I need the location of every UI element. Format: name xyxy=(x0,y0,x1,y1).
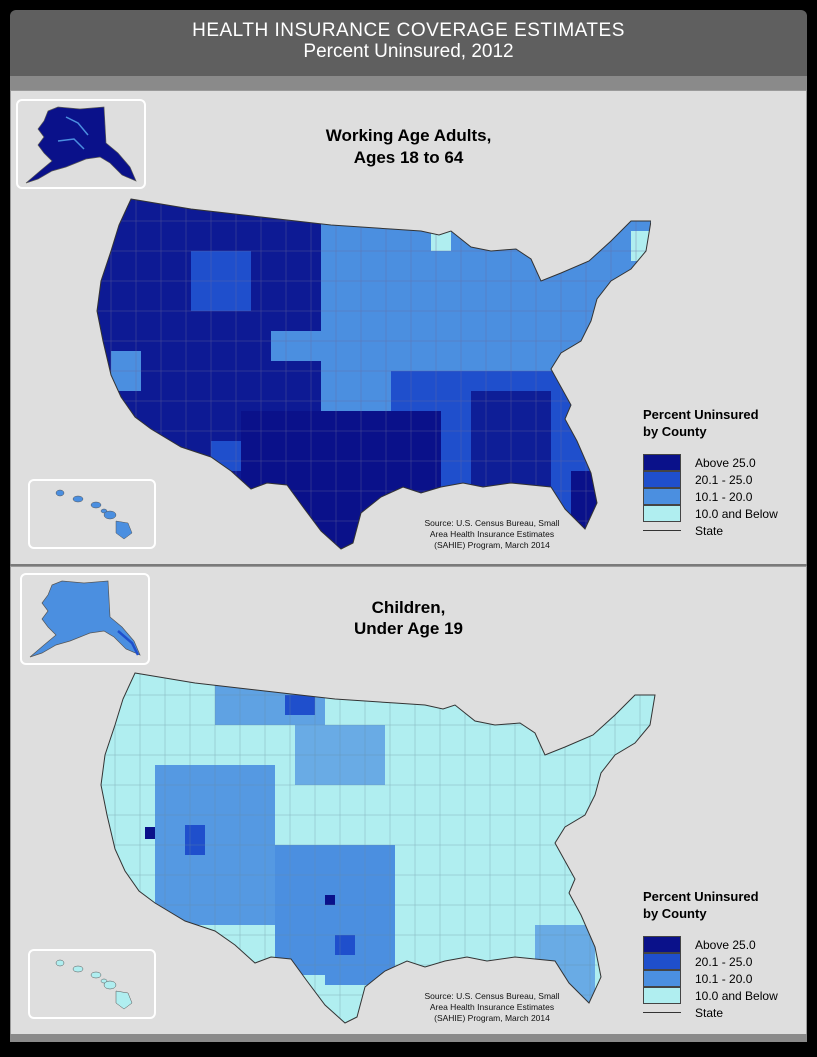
legend-items: Above 25.0 20.1 - 25.0 10.1 - 20.0 10.0 and… xyxy=(643,454,808,539)
legend-swatch xyxy=(643,471,681,488)
legend-swatch xyxy=(643,936,681,953)
alaska-map-children xyxy=(29,580,141,658)
legend-row: Above 25.0 xyxy=(643,936,808,953)
panel-divider xyxy=(10,564,807,567)
state-boundary-line xyxy=(643,530,681,531)
header-title: HEALTH INSURANCE COVERAGE ESTIMATES xyxy=(192,20,625,41)
children-source-note: Source: U.S. Census Bureau, Small Area H… xyxy=(397,991,587,1024)
legend-swatch xyxy=(643,970,681,987)
adults-source-note: Source: U.S. Census Bureau, Small Area H… xyxy=(397,518,587,551)
hawaii-islands-children xyxy=(55,959,133,1010)
legend-swatch xyxy=(643,488,681,505)
hawaii-map-adults xyxy=(55,489,133,540)
legend-row: 10.0 and Below xyxy=(643,505,808,522)
legend-label: 10.0 and Below xyxy=(695,506,778,521)
legend-swatch xyxy=(643,454,681,471)
legend-items: Above 25.0 20.1 - 25.0 10.1 - 20.0 10.0 and… xyxy=(643,936,808,1021)
hawaii-inset-children xyxy=(28,949,156,1019)
hawaii-islands-adults xyxy=(55,489,133,540)
legend-label-state: State xyxy=(695,523,724,538)
alaska-map-adults xyxy=(25,106,137,184)
adults-panel-title-2: Ages 18 to 64 xyxy=(353,148,464,167)
adults-us-map xyxy=(96,198,651,550)
legend-label: 10.0 and Below xyxy=(695,988,778,1003)
children-panel-title-2: Under Age 19 xyxy=(354,619,463,638)
legend-label: 10.1 - 20.0 xyxy=(695,489,753,504)
children-panel-title-1: Children, xyxy=(371,598,446,617)
legend-swatch xyxy=(643,953,681,970)
source-line-1: Source: U.S. Census Bureau, Small xyxy=(424,991,560,1001)
legend-row: 20.1 - 25.0 xyxy=(643,953,808,970)
legend-row-state: State xyxy=(643,522,808,539)
source-line-3: (SAHIE) Program, March 2014 xyxy=(434,1013,550,1023)
children-county-choropleth xyxy=(101,673,655,1023)
adults-map-panel: Working Age Adults, Ages 18 to 64 xyxy=(10,90,807,566)
children-us-map xyxy=(100,672,656,1024)
source-line-3: (SAHIE) Program, March 2014 xyxy=(434,540,550,550)
alaska-inset-adults xyxy=(16,99,146,189)
footer-bar xyxy=(10,1034,807,1042)
state-boundary-line xyxy=(643,1012,681,1013)
hawaii-inset-adults xyxy=(28,479,156,549)
legend-row-state: State xyxy=(643,1004,808,1021)
alaska-inset-children xyxy=(20,573,150,665)
legend-label: Above 25.0 xyxy=(695,455,756,470)
hawaii-map-children xyxy=(55,959,133,1010)
legend-label: 20.1 - 25.0 xyxy=(695,472,753,487)
adults-panel-title-1: Working Age Adults, xyxy=(325,126,492,145)
legend-label-state: State xyxy=(695,1005,724,1020)
legend-label: 10.1 - 20.0 xyxy=(695,971,753,986)
legend-row: Above 25.0 xyxy=(643,454,808,471)
adults-county-choropleth xyxy=(97,199,651,549)
header: HEALTH INSURANCE COVERAGE ESTIMATES Perc… xyxy=(10,10,807,76)
children-map-panel: Children, Under Age 19 xyxy=(10,566,807,1036)
legend-row: 10.1 - 20.0 xyxy=(643,488,808,505)
legend-row: 20.1 - 25.0 xyxy=(643,471,808,488)
legend-row: 10.1 - 20.0 xyxy=(643,970,808,987)
legend-title-2: by County xyxy=(643,906,707,921)
legend-title-2: by County xyxy=(643,424,707,439)
children-legend: Percent Uninsured by County Above 25.0 20… xyxy=(643,888,808,1021)
legend-title-1: Percent Uninsured xyxy=(643,407,759,422)
alaska-shape-children xyxy=(29,580,141,658)
source-line-2: Area Health Insurance Estimates xyxy=(429,529,555,539)
legend-label: 20.1 - 25.0 xyxy=(695,954,753,969)
legend-label: Above 25.0 xyxy=(695,937,756,952)
header-subtitle: Percent Uninsured, 2012 xyxy=(303,41,514,62)
legend-swatch xyxy=(643,987,681,1004)
header-bar xyxy=(10,76,807,90)
source-line-1: Source: U.S. Census Bureau, Small xyxy=(424,518,560,528)
source-line-2: Area Health Insurance Estimates xyxy=(429,1002,555,1012)
legend-title-1: Percent Uninsured xyxy=(643,889,759,904)
legend-swatch xyxy=(643,505,681,522)
adults-legend: Percent Uninsured by County Above 25.0 20… xyxy=(643,406,808,539)
legend-row: 10.0 and Below xyxy=(643,987,808,1004)
